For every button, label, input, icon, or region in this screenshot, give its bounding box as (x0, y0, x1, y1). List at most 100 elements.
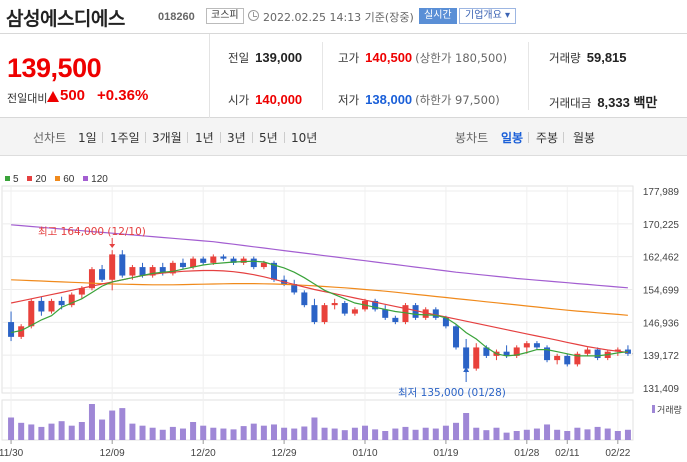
candle-body (58, 300, 65, 306)
legend-label: 60 (63, 174, 75, 185)
volume-bar (58, 421, 65, 440)
x-axis-labels: 11/30 12/09 12/20 12/29 01/10 01/19 01/28 02/11… (0, 440, 631, 459)
candle-body (179, 262, 186, 268)
legend-swatch (83, 176, 89, 181)
divider (563, 132, 564, 143)
candle-body (402, 305, 409, 323)
volume-bar (544, 424, 551, 440)
candle-body (139, 267, 146, 276)
legend-label: 120 (91, 174, 108, 185)
candle-body (463, 347, 470, 369)
x-tick-label: 12/29 (272, 448, 297, 459)
open-cell: 시가 140,000 (228, 92, 302, 108)
corp-overview-button[interactable]: 기업개요 ▾ (459, 8, 516, 24)
volume-bar (503, 432, 510, 440)
candle-body (68, 294, 75, 306)
volume-bar (270, 424, 277, 440)
candle-body (523, 343, 530, 348)
y-tick-label: 162,462 (643, 253, 680, 264)
divider (528, 132, 529, 143)
candle-monthly[interactable]: 월봉 (573, 131, 596, 145)
candle-body (513, 347, 520, 356)
volume-bar (412, 429, 419, 440)
volume-bar (250, 423, 257, 440)
volume-bar (291, 428, 298, 440)
candle-daily[interactable]: 일봉 (501, 131, 524, 145)
volume-bar (453, 422, 460, 440)
x-tick-label: 02/11 (555, 448, 580, 459)
high-cell: 고가 140,500 (상한가 180,500) (338, 50, 507, 66)
volume-legend-swatch (652, 405, 655, 413)
y-tick-label: 170,225 (643, 220, 680, 231)
volume-bar (240, 426, 247, 440)
volume-bar (200, 425, 207, 440)
line-chart-label[interactable]: 선차트 (33, 131, 67, 145)
volume-bar (533, 428, 540, 440)
divider (252, 132, 253, 143)
price-summary: 139,500 전일대비 500 +0.36% (0, 34, 210, 118)
period-1y[interactable]: 1년 (195, 131, 214, 145)
price-chart[interactable]: 177,989 170,225 162,462 154,699 146,936 139,1… (0, 156, 687, 462)
candle-body (483, 347, 490, 356)
period-10y[interactable]: 10년 (291, 131, 318, 145)
volume-bar (119, 408, 126, 440)
ma5-line (10, 260, 628, 357)
period-1w[interactable]: 1주일 (110, 131, 140, 145)
x-tick-label: 01/19 (433, 448, 458, 459)
candle-body (533, 343, 540, 348)
candle-body (412, 305, 419, 318)
volume-bar (190, 422, 197, 440)
volume-bar (473, 427, 480, 440)
candle-body (564, 355, 571, 365)
volume-bar (554, 429, 561, 440)
period-5y[interactable]: 5년 (259, 131, 278, 145)
volume-bar (8, 417, 15, 440)
volume-bar (159, 429, 166, 440)
volume-bar (584, 429, 591, 440)
lower-limit: (하한가 97,500) (415, 93, 500, 107)
period-3m[interactable]: 3개월 (152, 131, 182, 145)
prev-close-cell: 전일 139,000 (228, 50, 302, 66)
change-label: 전일대비 (7, 92, 48, 105)
volume-bar (48, 423, 55, 440)
legend-ma20: 20 (27, 174, 46, 185)
volume-cell: 거래량 59,815 (549, 50, 627, 66)
moving-averages (10, 224, 628, 357)
volume-bar (149, 427, 156, 440)
open-value: 140,000 (255, 92, 303, 107)
candle-chart-label[interactable]: 봉차트 (455, 131, 489, 145)
legend-swatch (55, 176, 61, 181)
volume-bar (493, 427, 500, 440)
volume-bar (18, 422, 25, 440)
volume-bar (99, 419, 106, 440)
volume-bar (109, 410, 116, 440)
y-tick-label: 131,409 (643, 384, 680, 395)
candle-body (200, 258, 207, 263)
volume-bar (179, 428, 186, 440)
volume-bar (463, 413, 470, 440)
volume-bar (564, 431, 571, 440)
high-label: 고가 (338, 51, 360, 65)
realtime-button[interactable]: 실시간 (419, 8, 457, 24)
candle-body (250, 258, 257, 268)
candle-body (432, 309, 439, 318)
volume-bar (311, 417, 318, 440)
ma60-line (11, 279, 628, 316)
volume-bar (422, 427, 429, 440)
stock-name[interactable]: 삼성에스디에스 (6, 8, 125, 30)
current-price: 139,500 (7, 53, 102, 83)
y-tick-label: 154,699 (643, 286, 680, 297)
volume-bar (402, 426, 409, 440)
change-percent: +0.36% (97, 87, 149, 104)
volume-bar (442, 425, 449, 440)
period-3y[interactable]: 3년 (227, 131, 246, 145)
period-1d[interactable]: 1일 (78, 131, 97, 145)
candle-body (453, 326, 460, 348)
candle-weekly[interactable]: 주봉 (536, 131, 559, 145)
divider (322, 42, 323, 110)
legend-swatch (5, 176, 10, 181)
candle-body (169, 262, 176, 274)
x-tick-label: 12/09 (100, 448, 125, 459)
candle-body (220, 256, 227, 259)
low-cell: 저가 138,000 (하한가 97,500) (338, 92, 500, 108)
